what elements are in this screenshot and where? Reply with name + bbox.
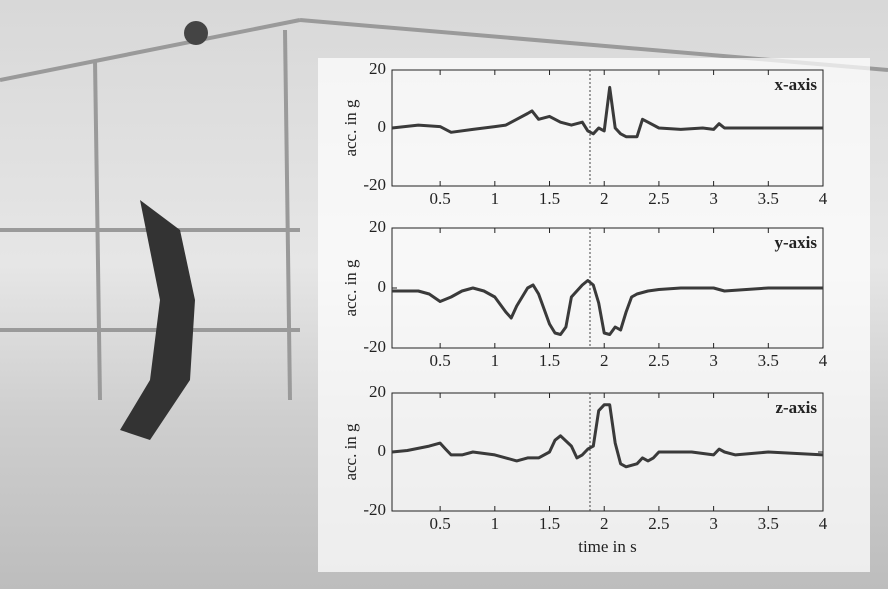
axes-annotation: z-axis [775,398,817,417]
x-tick-label: 1.5 [539,189,560,208]
x-tick-label: 0.5 [430,514,451,533]
x-tick-label: 2 [600,514,609,533]
x-axis-label: time in s [578,537,637,556]
x-tick-label: 4 [819,351,828,370]
y-tick-label: -20 [363,175,386,194]
x-tick-label: 3 [709,514,718,533]
y-tick-label: 20 [369,59,386,78]
chart-panel [318,58,870,572]
y-axis-label: acc. in g [341,259,360,317]
x-tick-label: 3 [709,351,718,370]
x-tick-label: 3.5 [758,514,779,533]
hall-structure [0,18,888,401]
y-axis-label: acc. in g [341,99,360,157]
x-tick-label: 3 [709,189,718,208]
y-tick-label: 0 [378,441,387,460]
x-tick-label: 0.5 [430,189,451,208]
y-tick-label: -20 [363,337,386,356]
x-tick-label: 1 [491,514,500,533]
x-tick-label: 2 [600,189,609,208]
data-line [391,85,823,139]
ball [184,21,208,45]
y-tick-label: 0 [378,277,387,296]
y-tick-label: -20 [363,500,386,519]
x-tick-label: 4 [819,189,828,208]
x-tick-label: 2.5 [648,351,669,370]
axes-annotation: x-axis [775,75,818,94]
x-tick-label: 3.5 [758,189,779,208]
y-axis-label: acc. in g [341,423,360,481]
x-tick-label: 1.5 [539,351,560,370]
x-tick-label: 1 [491,351,500,370]
axes-annotation: y-axis [775,233,818,252]
data-line [391,403,824,469]
x-tick-label: 1 [491,189,500,208]
x-tick-label: 3.5 [758,351,779,370]
y-tick-label: 0 [378,117,387,136]
x-tick-label: 1.5 [539,514,560,533]
player [120,200,195,440]
x-tick-label: 4 [819,514,828,533]
y-tick-label: 20 [369,382,386,401]
x-tick-label: 0.5 [430,351,451,370]
data-line [392,279,823,336]
y-tick-label: 20 [369,217,386,236]
x-tick-label: 2 [600,351,609,370]
x-tick-label: 2.5 [648,514,669,533]
x-tick-label: 2.5 [648,189,669,208]
